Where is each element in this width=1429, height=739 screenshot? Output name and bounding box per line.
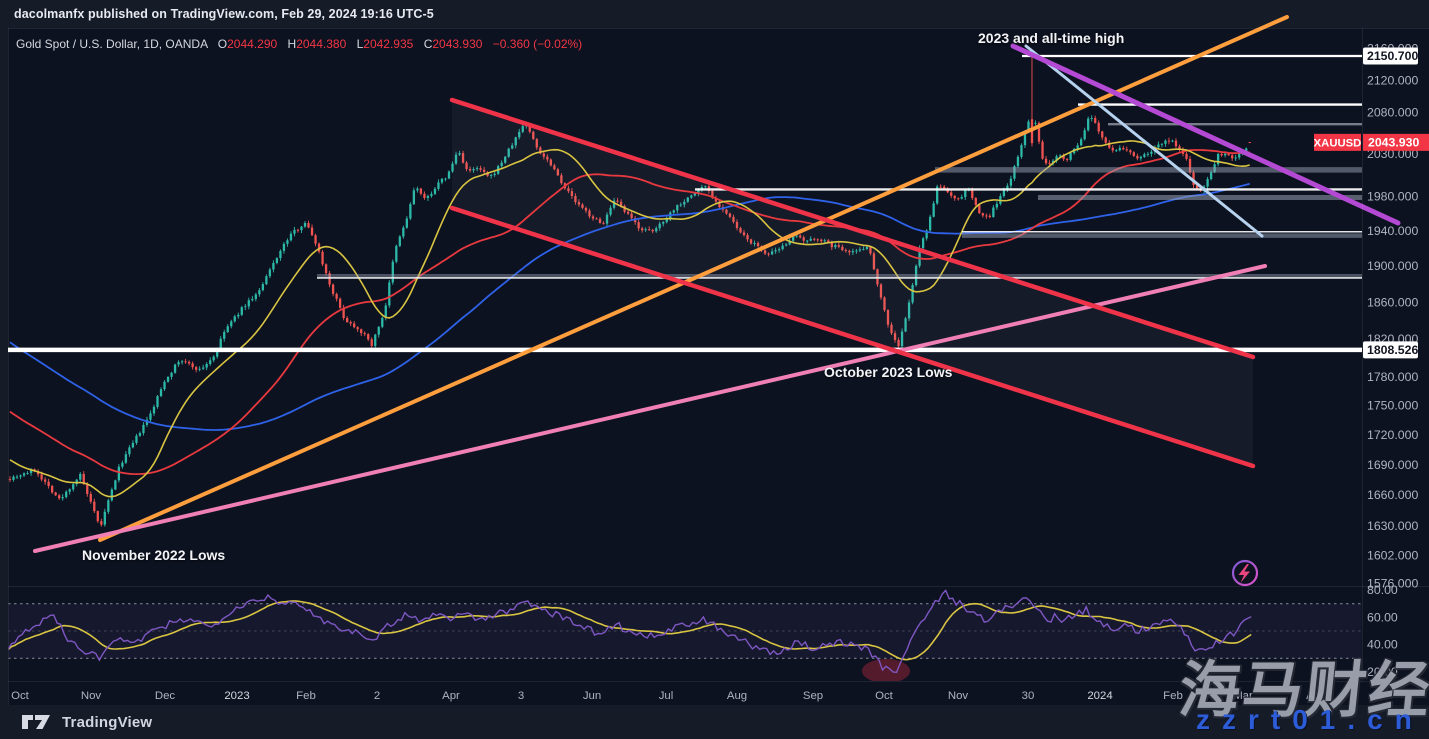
symbol-legend: Gold Spot / U.S. Dollar, 1D, OANDA O2044… — [16, 37, 582, 51]
legend-low-value: 2042.935 — [363, 37, 414, 51]
chart-background — [8, 28, 1429, 705]
svg-text:2150.700: 2150.700 — [1367, 49, 1418, 63]
tradingview-brand[interactable]: TradingView — [62, 713, 153, 731]
svg-text:60.00: 60.00 — [1367, 610, 1398, 624]
svg-text:Apr: Apr — [1306, 690, 1324, 702]
legend-title[interactable]: Gold Spot / U.S. Dollar, 1D, OANDA — [16, 37, 208, 51]
legend-close-label: C — [423, 37, 433, 51]
svg-text:1780.000: 1780.000 — [1367, 370, 1418, 384]
svg-text:1860.000: 1860.000 — [1367, 295, 1418, 309]
svg-text:2043.930: 2043.930 — [1368, 135, 1419, 149]
svg-text:Feb: Feb — [1163, 690, 1183, 702]
watermark-url: zzrt01.cn — [1196, 704, 1424, 735]
svg-text:Oct: Oct — [11, 690, 30, 702]
legend-open-value: 2044.290 — [227, 37, 278, 51]
svg-text:Apr: Apr — [442, 690, 460, 702]
svg-text:2024: 2024 — [1087, 690, 1112, 702]
channel-fill — [452, 100, 1253, 466]
descending-steelblue[interactable] — [1024, 44, 1264, 238]
tradingview-logo-icon[interactable] — [22, 712, 54, 732]
svg-text:Jun: Jun — [583, 690, 601, 702]
legend-open-label: O — [217, 37, 228, 51]
level-price-label — [1363, 341, 1418, 359]
candlestick-series — [8, 56, 1251, 527]
svg-text:1630.000: 1630.000 — [1367, 519, 1418, 533]
trendlines[interactable] — [33, 15, 1401, 553]
rsi-pane — [8, 589, 1362, 681]
svg-text:1660.000: 1660.000 — [1367, 488, 1418, 502]
annotation-november-2022-lows: November 2022 Lows — [82, 547, 226, 563]
ascending-support-orange[interactable] — [98, 15, 1289, 542]
legend-change: −0.360 (−0.02%) — [492, 37, 583, 51]
horizontal-levels[interactable] — [8, 54, 1362, 353]
annotation-october-2023-lows: October 2023 Lows — [824, 364, 953, 380]
descending-purple[interactable] — [1010, 43, 1401, 226]
ma-mid-line — [9, 149, 1250, 476]
svg-text:Dec: Dec — [155, 690, 176, 702]
channel-lower-red[interactable] — [449, 205, 1256, 469]
last-price-label — [1363, 133, 1429, 151]
svg-text:2: 2 — [374, 690, 380, 702]
svg-text:2120.000: 2120.000 — [1367, 73, 1418, 87]
legend-close-value: 2043.930 — [432, 37, 483, 51]
svg-text:Oct: Oct — [875, 690, 894, 702]
footer: TradingView — [0, 705, 1429, 739]
svg-text:Aug: Aug — [727, 690, 747, 702]
svg-text:30: 30 — [1022, 690, 1035, 702]
rsi-oversold-marker — [862, 659, 910, 681]
svg-text:2080.000: 2080.000 — [1367, 106, 1418, 120]
legend-high-value: 2044.380 — [296, 37, 347, 51]
level-price-label — [1363, 47, 1418, 65]
time-axis[interactable]: Oct Nov Dec 2023 Feb 2 Apr 3 Jun Jul Aug Sep Oct Nov 3… — [11, 690, 1324, 702]
svg-text:Jul: Jul — [659, 690, 674, 702]
svg-text:40.00: 40.00 — [1367, 638, 1398, 652]
svg-text:1690.000: 1690.000 — [1367, 458, 1418, 472]
ma-slow-line — [9, 182, 1250, 431]
svg-text:1980.000: 1980.000 — [1367, 189, 1418, 203]
svg-text:1750.000: 1750.000 — [1367, 399, 1418, 413]
ascending-support-pink[interactable] — [33, 264, 1267, 553]
channel-upper-red[interactable] — [449, 97, 1256, 360]
svg-text:80.00: 80.00 — [1367, 583, 1398, 597]
svg-text:1808.526: 1808.526 — [1367, 343, 1418, 357]
svg-text:Nov: Nov — [948, 690, 969, 702]
svg-text:Nov: Nov — [81, 690, 102, 702]
svg-text:Sep: Sep — [803, 690, 823, 702]
svg-text:1720.000: 1720.000 — [1367, 428, 1418, 442]
svg-text:XAUUSD: XAUUSD — [1314, 137, 1362, 149]
publish-line: dacolmanfx published on TradingView.com,… — [14, 7, 434, 21]
annotation-all-time-high: 2023 and all-time high — [978, 30, 1125, 46]
symbol-price-tag — [1314, 133, 1361, 151]
svg-text:2023: 2023 — [224, 690, 249, 702]
rsi-ma-line — [8, 600, 1252, 661]
price-axis[interactable]: 2160.0002120.0002080.0002030.0001980.000… — [1314, 42, 1429, 679]
svg-text:3: 3 — [518, 690, 524, 702]
svg-text:1602.000: 1602.000 — [1367, 549, 1418, 563]
rsi-line — [8, 589, 1252, 674]
svg-text:Feb: Feb — [296, 690, 316, 702]
svg-text:20.00: 20.00 — [1367, 665, 1398, 679]
publish-header: dacolmanfx published on TradingView.com,… — [14, 0, 434, 28]
lightning-badge-icon[interactable] — [1231, 559, 1259, 587]
svg-text:Mar: Mar — [1233, 690, 1253, 702]
legend-high-label: H — [287, 37, 297, 51]
svg-text:1576.000: 1576.000 — [1367, 576, 1418, 590]
legend-low-label: L — [356, 37, 364, 51]
svg-text:1900.000: 1900.000 — [1367, 259, 1418, 273]
svg-text:1940.000: 1940.000 — [1367, 224, 1418, 238]
